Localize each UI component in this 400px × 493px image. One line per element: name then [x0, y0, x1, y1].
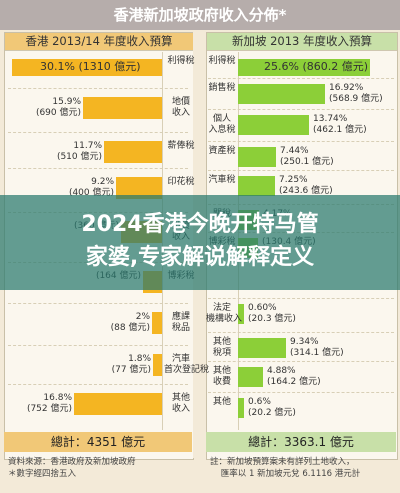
sg-row-divider	[208, 332, 394, 333]
sg-bar	[238, 84, 325, 104]
hk-bar	[104, 141, 162, 163]
sg-bar	[238, 304, 244, 324]
hk-category-label: 利得稅	[167, 56, 195, 66]
hk-value-label: 11.7% (510 億元)	[56, 141, 102, 162]
sg-bar	[238, 176, 275, 196]
hk-row-divider	[8, 303, 188, 304]
sg-category-label: 資產稅	[208, 146, 236, 156]
sg-row-divider	[208, 141, 394, 142]
hk-row-divider	[8, 168, 188, 169]
hk-value-label: 2% (88 億元)	[110, 312, 150, 333]
hk-row-divider	[8, 345, 188, 346]
sg-category-label: 法定 機構收入	[206, 303, 243, 324]
hk-source-note: 資料來源：香港政府及新加坡政府 ＊數字經四捨五入	[8, 457, 136, 479]
sg-row-divider	[208, 170, 394, 171]
sg-bar	[238, 338, 286, 358]
hk-bar	[83, 97, 162, 119]
sg-value-label: 7.44% (250.1 億元)	[280, 146, 334, 167]
sg-category-label: 其他 收費	[212, 366, 231, 387]
sg-value-label: 16.92% (568.9 億元)	[329, 83, 383, 104]
hk-bar	[152, 312, 162, 334]
sg-row-divider	[208, 361, 394, 362]
sg-source-note: 註：新加坡預算案未有詳列土地收入， 匯率以 1 新加坡元兌 6.1116 港元計	[210, 457, 361, 479]
hk-bar	[153, 354, 162, 376]
sg-bar	[238, 58, 370, 76]
sg-category-label: 銷售稅	[208, 83, 236, 93]
hk-row-divider	[8, 88, 188, 89]
hk-category-label: 薪俸稅	[167, 141, 195, 151]
hk-category-label: 其他 收入	[171, 393, 190, 414]
sg-panel-title: 新加坡 2013 年度收入預算	[207, 33, 397, 51]
sg-category-label: 利得稅	[208, 56, 236, 66]
sg-category-label: 個人 入息稅	[208, 114, 236, 135]
hk-bar	[116, 177, 162, 199]
sg-category-label: 汽車稅	[208, 175, 236, 185]
sg-value-label: 9.34% (314.1 億元)	[290, 337, 344, 358]
hk-total: 總計：4351 億元	[4, 432, 192, 452]
hk-row-divider	[8, 384, 188, 385]
hk-panel-title: 香港 2013/14 年度收入預算	[5, 33, 193, 51]
hk-value-label: 9.2% (400 億元)	[68, 177, 114, 198]
overlay-title-line2: 家婆,专家解说解释定义	[85, 245, 315, 270]
hk-category-label: 汽車 首次登記稅	[164, 354, 210, 375]
sg-total: 總計：3363.1 億元	[206, 432, 396, 452]
sg-category-label: 其他 稅項	[212, 337, 231, 358]
sg-bar	[238, 398, 244, 418]
hk-category-label: 印花稅	[167, 177, 195, 187]
sg-row-divider	[208, 109, 394, 110]
sg-value-label: 4.88% (164.2 億元)	[267, 366, 321, 387]
hk-bar	[12, 58, 162, 76]
hk-value-label: 30.1% (1310 億元)	[40, 60, 141, 73]
hk-row-divider	[8, 132, 188, 133]
sg-category-label: 其他	[212, 397, 231, 407]
sg-bar	[238, 367, 263, 387]
overlay-title-line1: 2024香港今晚开特马管	[81, 212, 319, 237]
sg-value-label: 7.25% (243.6 億元)	[279, 175, 333, 196]
sg-value-label: 0.6% (20.2 億元)	[248, 397, 296, 418]
hk-category-label: 地價 收入	[171, 97, 190, 118]
hk-value-label: 15.9% (690 億元)	[35, 97, 81, 118]
sg-row-divider	[208, 298, 394, 299]
overlay-banner: 2024香港今晚开特马管 家婆,专家解说解释定义	[0, 195, 400, 290]
sg-bar	[238, 115, 309, 135]
hk-value-label: 1.8% (77 億元)	[111, 354, 151, 375]
sg-bar	[238, 147, 276, 167]
hk-value-label: 16.8% (752 億元)	[26, 393, 72, 414]
hk-bar	[74, 393, 162, 415]
sg-row-divider	[208, 78, 394, 79]
hk-category-label: 應課 稅品	[171, 312, 190, 333]
infographic-title: 香港新加坡政府收入分佈*	[0, 0, 400, 30]
sg-value-label: 13.74% (462.1 億元)	[313, 114, 367, 135]
sg-value-label: 25.6% (860.2 億元)	[264, 60, 369, 73]
sg-row-divider	[208, 392, 394, 393]
sg-value-label: 0.60% (20.3 億元)	[248, 303, 296, 324]
